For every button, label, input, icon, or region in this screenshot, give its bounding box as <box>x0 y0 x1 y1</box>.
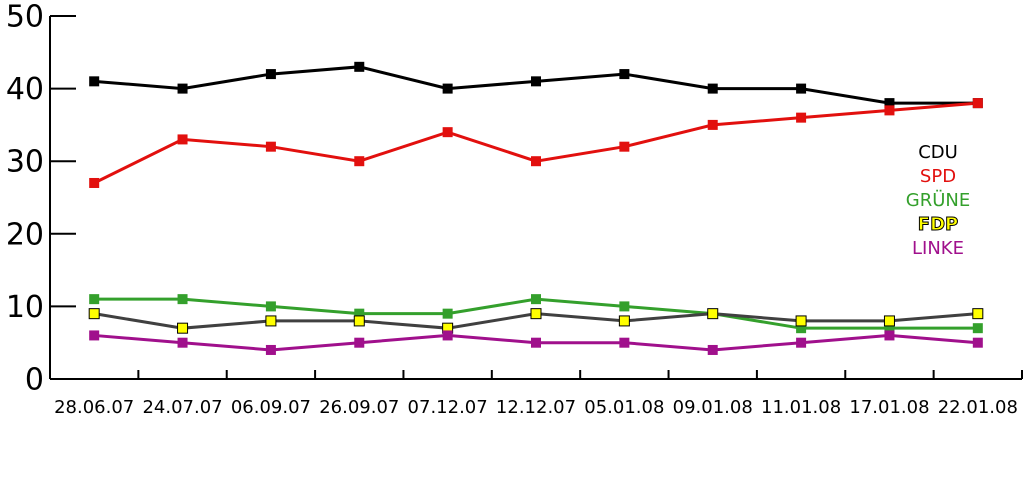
marker <box>972 323 983 334</box>
y-tick-label: 20 <box>6 217 44 252</box>
marker <box>531 294 541 305</box>
x-tick-label: 28.06.07 <box>54 397 134 418</box>
legend-label: LINKE <box>912 238 964 259</box>
marker <box>707 119 718 130</box>
marker <box>796 83 807 94</box>
marker <box>354 156 365 167</box>
marker <box>707 83 718 94</box>
series-line <box>93 101 978 185</box>
x-tick-label: 24.07.07 <box>142 397 222 418</box>
x-tick-label: 09.01.08 <box>673 397 753 418</box>
marker <box>354 308 365 319</box>
marker <box>619 141 630 152</box>
marker <box>177 83 188 94</box>
marker <box>531 337 541 348</box>
marker <box>354 61 365 72</box>
marker <box>442 308 453 319</box>
x-tick-label: 11.01.08 <box>761 397 841 418</box>
marker <box>619 337 630 348</box>
marker <box>884 323 895 334</box>
marker <box>972 308 984 320</box>
marker <box>89 294 100 305</box>
marker <box>177 337 188 348</box>
y-tick-label: 50 <box>6 0 44 35</box>
marker <box>265 69 276 80</box>
marker <box>884 330 895 341</box>
marker <box>442 83 453 94</box>
marker <box>884 105 895 116</box>
x-tick-label: 07.12.07 <box>408 397 488 418</box>
marker <box>972 337 983 348</box>
x-tick-label: 05.01.08 <box>584 397 664 418</box>
marker <box>531 156 541 167</box>
y-tick-label: 40 <box>6 72 44 107</box>
y-tick-label: 30 <box>6 145 44 180</box>
x-tick-label: 06.09.07 <box>231 397 311 418</box>
x-tick-label: 12.12.07 <box>496 397 576 418</box>
legend-label: FDP <box>918 214 958 235</box>
marker <box>619 69 630 80</box>
y-tick-label: 10 <box>6 290 44 325</box>
marker <box>265 315 277 327</box>
x-tick-label: 22.01.08 <box>938 397 1018 418</box>
marker <box>883 315 895 327</box>
marker <box>177 134 188 145</box>
legend-label: CDU <box>918 142 958 163</box>
marker <box>265 141 276 152</box>
marker <box>88 308 100 320</box>
marker <box>89 330 100 341</box>
marker <box>354 337 365 348</box>
marker <box>795 315 807 327</box>
marker <box>618 315 630 327</box>
marker <box>531 76 541 87</box>
marker <box>707 308 719 320</box>
marker <box>89 76 100 87</box>
marker <box>177 294 188 305</box>
marker <box>796 337 807 348</box>
legend-label: GRÜNE <box>906 189 970 211</box>
marker <box>265 344 276 355</box>
marker <box>177 322 189 334</box>
marker <box>353 315 365 327</box>
marker <box>884 98 895 109</box>
marker <box>796 323 807 334</box>
x-tick-label: 26.09.07 <box>319 397 399 418</box>
marker <box>619 301 630 312</box>
x-tick-label: 17.01.08 <box>849 397 929 418</box>
y-tick-label: 0 <box>25 363 44 398</box>
marker <box>972 98 983 109</box>
marker <box>89 177 100 188</box>
marker <box>442 127 453 138</box>
marker <box>530 308 542 320</box>
marker <box>707 344 718 355</box>
marker <box>796 112 807 123</box>
marker <box>265 301 276 312</box>
marker <box>442 330 453 341</box>
legend-label: SPD <box>920 166 956 187</box>
